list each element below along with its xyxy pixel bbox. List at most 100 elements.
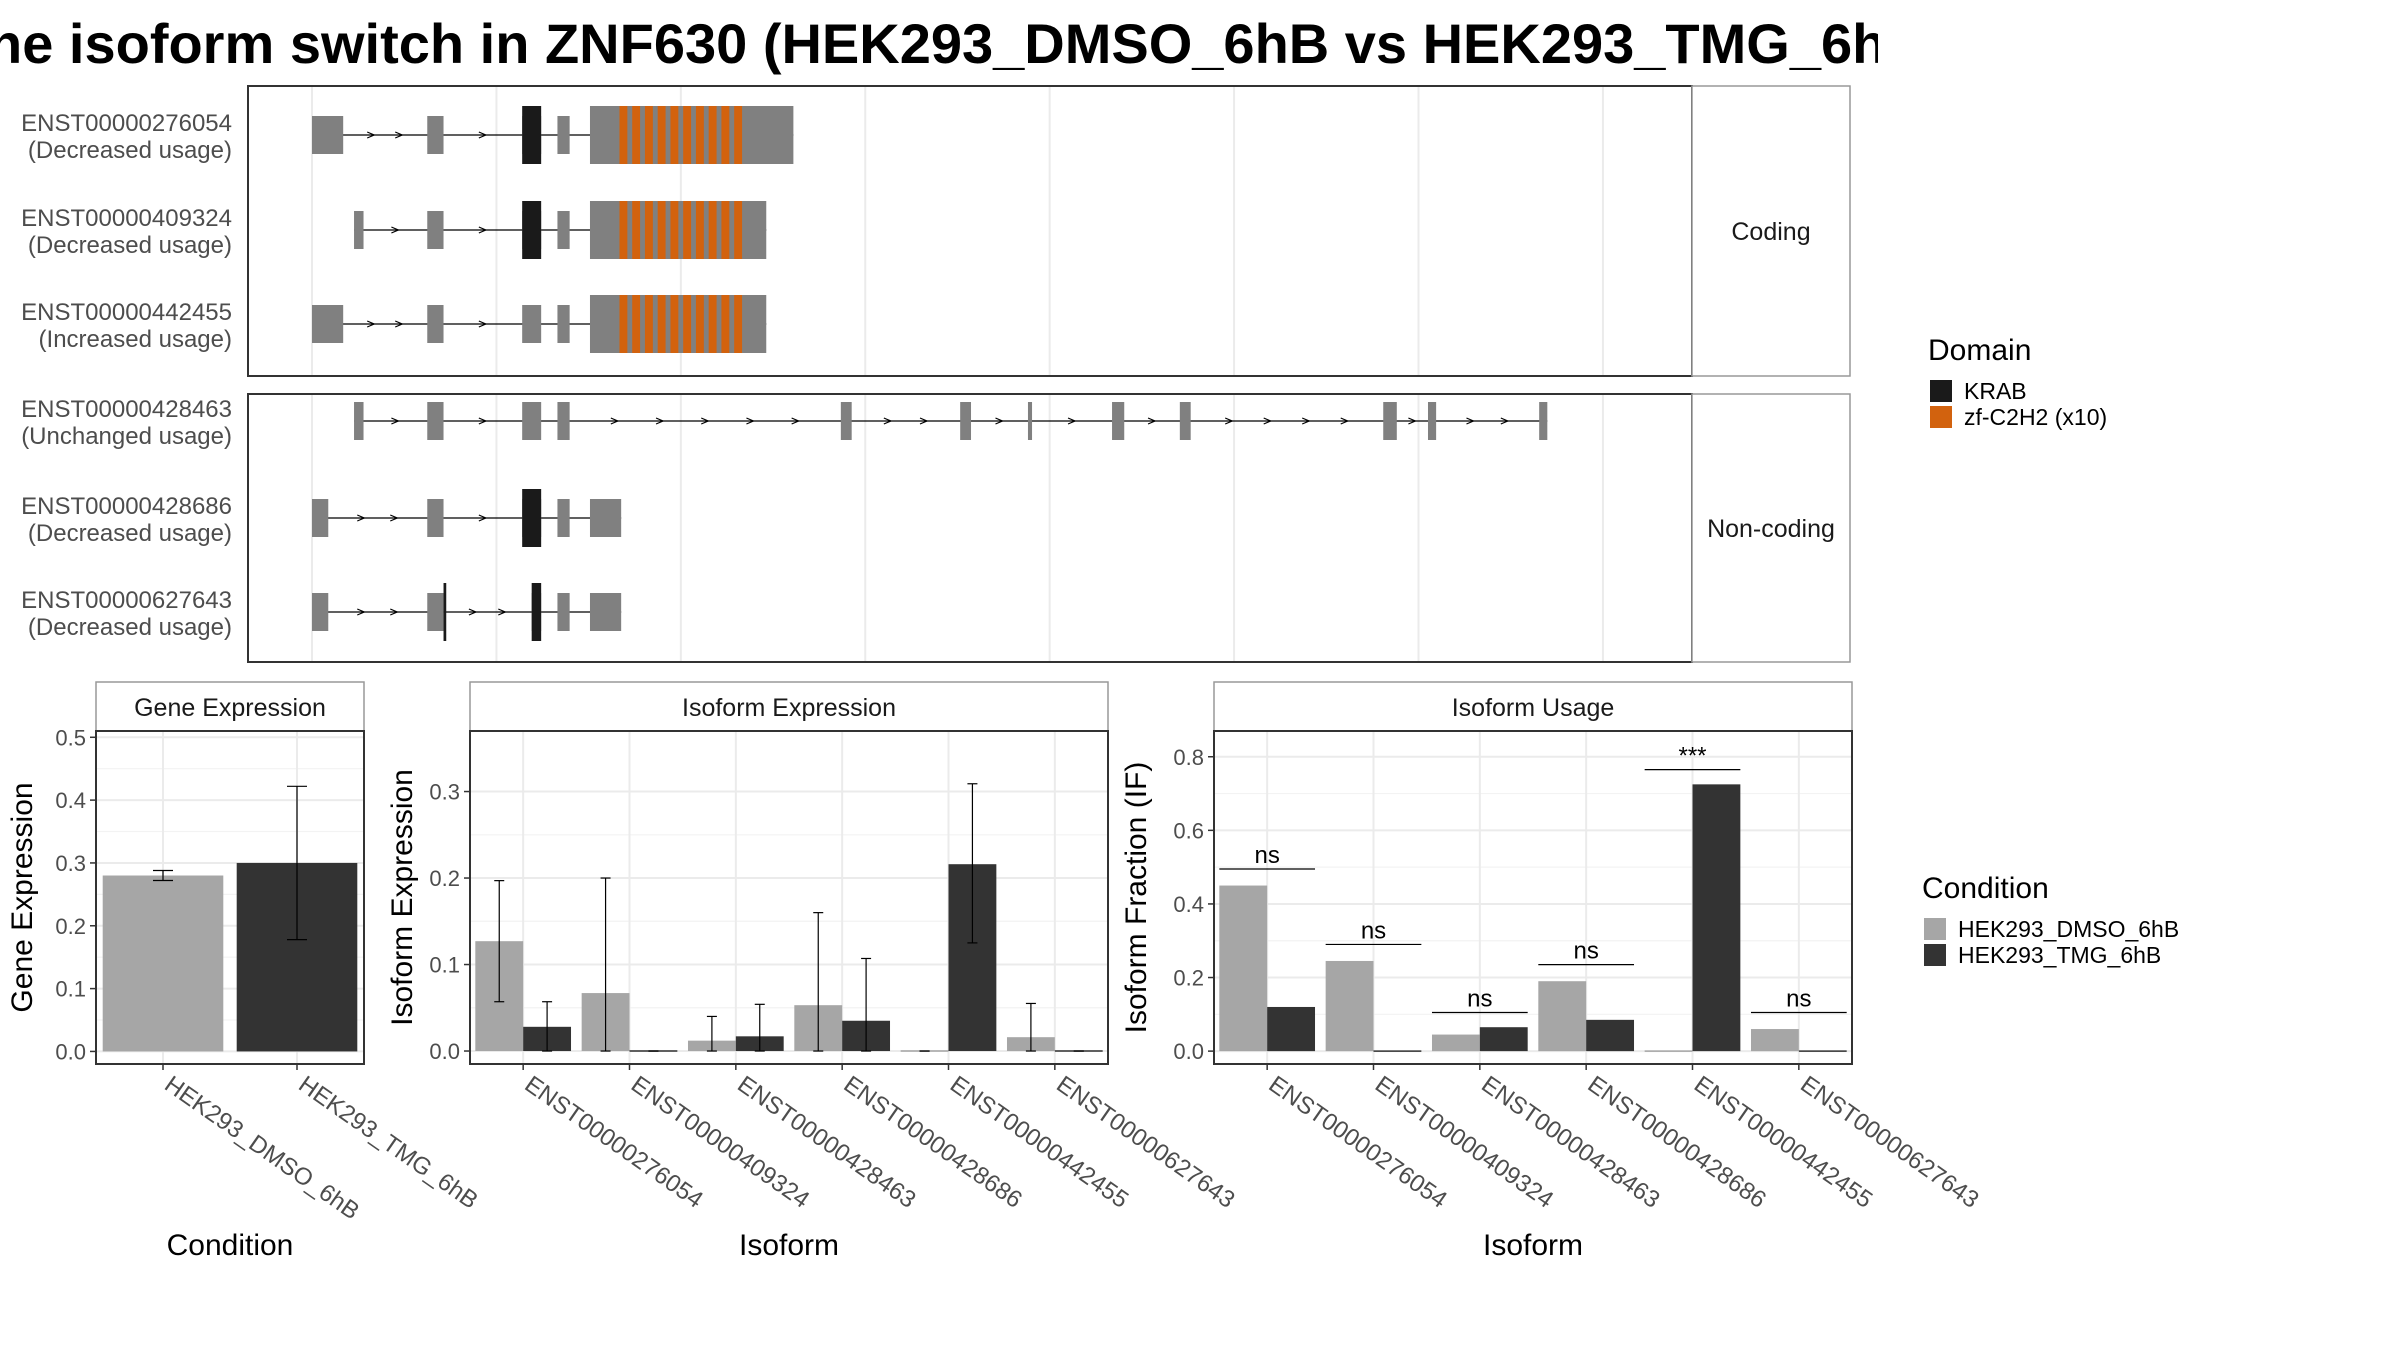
structure-panel-0: Coding [247, 85, 1851, 377]
exon [354, 211, 364, 249]
transcript-id-label: ENST00000276054 [21, 110, 232, 137]
strand-arrow [357, 608, 366, 616]
x-tick-label: ENST00000428463 [1476, 1071, 1664, 1214]
y-tick-label: 0.1 [55, 977, 86, 1002]
zf-c2h2-domain [644, 106, 653, 164]
transcript-usage-label: (Decreased usage) [28, 520, 232, 547]
zf-c2h2-domain [708, 106, 717, 164]
zf-c2h2-domain [632, 295, 641, 353]
facet-label: Coding [1731, 218, 1810, 246]
strand-arrow [391, 417, 400, 425]
x-tick-label: ENST00000276054 [520, 1071, 708, 1214]
condition-legend-title: Condition [1922, 872, 2049, 905]
bar [1219, 885, 1268, 1052]
transcript-id-label: ENST00000409324 [21, 205, 232, 232]
y-tick-label: 0.0 [429, 1039, 460, 1064]
chart-panel-2: Isoform Usage ns ns ns ns *** ns 0.0 0.2 0.4 0.6 0.… [1120, 681, 1984, 1262]
bar [1479, 1027, 1528, 1052]
transcript-row: ENST00000428686(Decreased usage) [21, 489, 622, 547]
facet-strip [1691, 393, 1851, 663]
exon [557, 211, 570, 249]
significance-label: ns [1361, 917, 1386, 944]
significance-label: ns [1786, 985, 1811, 1012]
figure-title: he isoform switch in ZNF630 (HEK293_DMSO… [0, 12, 1878, 75]
y-tick-label: 0.2 [429, 866, 460, 891]
krab-domain [522, 489, 542, 547]
y-tick-label: 0.2 [55, 914, 86, 939]
y-axis-title: Gene Expression [6, 782, 39, 1012]
x-tick-label: ENST00000428463 [732, 1071, 920, 1214]
y-tick-label: 0.8 [1173, 745, 1204, 770]
exon [1383, 402, 1397, 440]
y-tick-label: 0.3 [55, 851, 86, 876]
zf-c2h2-domain [721, 295, 730, 353]
y-tick-label: 0.2 [1173, 966, 1204, 991]
exon [427, 499, 444, 537]
exon [312, 116, 344, 154]
strand-arrow [498, 608, 507, 616]
strand-arrow [610, 417, 620, 425]
krab-domain [531, 583, 542, 641]
strand-arrow [391, 226, 400, 234]
y-tick-label: 0.5 [55, 725, 86, 750]
strand-arrow [357, 514, 366, 522]
zf-c2h2-domain [734, 201, 743, 259]
y-tick-label: 0.4 [1173, 892, 1204, 917]
chart-panel-1: Isoform Expression 0.0 0.1 0.2 0.3 ENST000002… [386, 681, 1240, 1262]
domain-legend-label: zf-C2H2 (x10) [1964, 404, 2107, 430]
y-tick-label: 0.6 [1173, 818, 1204, 843]
strand-arrow [1224, 417, 1234, 425]
x-tick-label: ENST00000428686 [839, 1071, 1027, 1214]
exon [557, 499, 570, 537]
transcript-row: ENST00000409324(Decreased usage) [21, 201, 767, 259]
zf-c2h2-domain [657, 201, 666, 259]
x-tick-label: ENST00000627643 [1051, 1071, 1239, 1214]
bar [1267, 1006, 1316, 1052]
zf-c2h2-domain [644, 201, 653, 259]
panel-strip [95, 681, 365, 732]
exon [427, 211, 444, 249]
exon [1539, 402, 1548, 440]
exon [427, 116, 444, 154]
exon [312, 593, 329, 631]
exon [557, 116, 570, 154]
transcript-row: ENST00000428463(Unchanged usage) [21, 396, 1548, 450]
y-tick-label: 0.3 [429, 780, 460, 805]
transcript-id-label: ENST00000428463 [21, 396, 232, 423]
zf-c2h2-domain [683, 295, 692, 353]
x-tick-label: ENST00000276054 [1264, 1071, 1452, 1214]
bar [1431, 1034, 1480, 1052]
strand-arrow [390, 608, 399, 616]
exon [312, 499, 329, 537]
panel-border [1213, 730, 1853, 1065]
strand-arrow [1408, 417, 1417, 425]
panel-background [1214, 731, 1852, 1064]
condition-legend-key [1924, 944, 1946, 966]
transcript-id-label: ENST00000627643 [21, 587, 232, 614]
transcript-row: ENST00000276054(Decreased usage) [21, 106, 794, 164]
strand-arrow [1340, 417, 1350, 425]
zf-c2h2-domain [683, 201, 692, 259]
bar [1538, 981, 1587, 1052]
zf-c2h2-domain [632, 106, 641, 164]
exon [840, 402, 852, 440]
exon [557, 305, 570, 343]
x-tick-label: ENST00000442455 [1689, 1071, 1877, 1214]
strand-arrow [1147, 417, 1157, 425]
panel-background [470, 731, 1108, 1064]
krab-domain [522, 201, 542, 259]
transcript-usage-label: (Decreased usage) [28, 232, 232, 259]
krab-domain [443, 583, 447, 641]
exon [522, 402, 542, 440]
x-tick-label: ENST00000627643 [1795, 1071, 1983, 1214]
domain-legend-title: Domain [1928, 334, 2031, 367]
condition-legend-label: HEK293_DMSO_6hB [1958, 916, 2179, 942]
zf-c2h2-domain [734, 106, 743, 164]
y-tick-label: 0.0 [1173, 1039, 1204, 1064]
zf-c2h2-domain [695, 295, 704, 353]
transcript-id-label: ENST00000428686 [21, 493, 232, 520]
zf-c2h2-domain [708, 201, 717, 259]
transcript-usage-label: (Unchanged usage) [21, 423, 232, 450]
transcript-usage-label: (Decreased usage) [28, 614, 232, 641]
strand-arrow [655, 417, 665, 425]
